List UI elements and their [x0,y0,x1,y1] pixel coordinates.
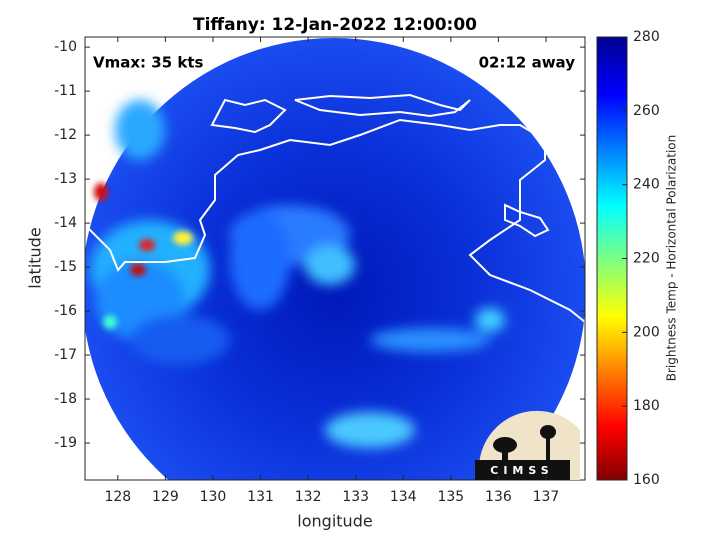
plot-frame [84,36,586,481]
colorbar-tick-label: 180 [633,398,660,414]
colorbar-tick-label: 260 [633,103,660,119]
x-tick-label: 131 [247,489,274,505]
y-tick-label: -11 [54,83,77,99]
title: Tiffany: 12-Jan-2022 12:00:00 [193,15,477,35]
x-tick-label: 133 [342,489,369,505]
y-tick-label: -12 [54,127,77,143]
x-tick-label: 132 [295,489,322,505]
y-tick-label: -17 [54,347,77,363]
coastline [85,91,585,323]
vmax-annotation: Vmax: 35 kts [93,54,203,72]
x-tick-label: 130 [200,489,227,505]
time-annotation: 02:12 away [479,54,576,72]
colorbar-tick-label: 280 [633,29,660,45]
colorbar-label: Brightness Temp - Horizontal Polarizatio… [665,135,679,382]
x-tick-label: 137 [533,489,560,505]
satellite-image [85,38,585,480]
x-tick-label: 128 [104,489,131,505]
x-tick-label: 129 [152,489,179,505]
y-tick-label: -13 [54,171,77,187]
x-tick-label: 134 [390,489,417,505]
colorbar-tick-label: 240 [633,177,660,193]
cimss-logo: CIMSS [475,410,580,480]
y-tick-label: -19 [54,435,77,451]
x-tick-label: 136 [485,489,512,505]
logo-text: CIMSS [490,464,553,477]
x-axis-label: longitude [297,512,372,531]
y-tick-label: -18 [54,391,77,407]
colorbar-tick-label: 160 [633,472,660,488]
y-tick-label: -14 [54,215,77,231]
y-axis-label: latitude [26,227,45,288]
y-tick-label: -15 [54,259,77,275]
x-tick-label: 135 [437,489,464,505]
y-tick-label: -10 [54,39,77,55]
colorbar-tick-label: 200 [633,324,660,340]
y-tick-label: -16 [54,303,77,319]
colorbar-tick-label: 220 [633,251,660,267]
